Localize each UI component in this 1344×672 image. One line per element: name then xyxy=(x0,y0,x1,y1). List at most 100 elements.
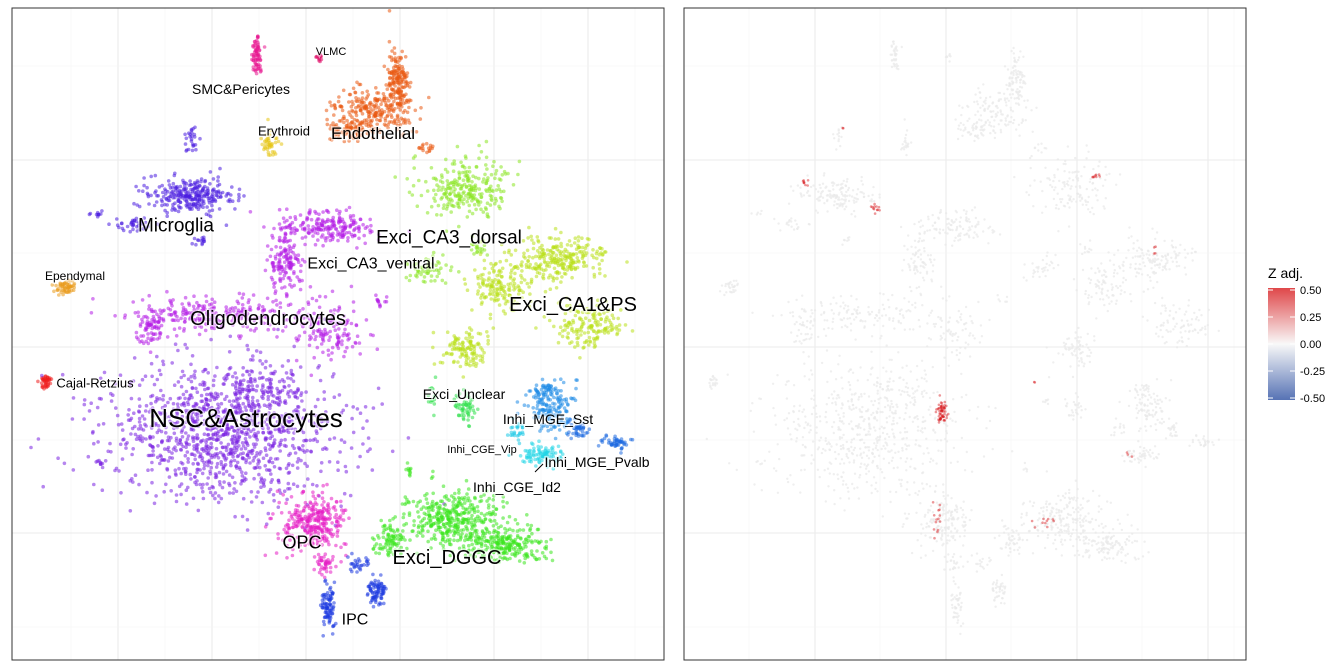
cell-point xyxy=(357,341,362,345)
cell-point xyxy=(445,179,450,183)
cell-point xyxy=(291,437,295,441)
cell-point xyxy=(268,364,273,368)
cell-point xyxy=(238,391,243,396)
cell-point xyxy=(277,500,282,505)
cell-point xyxy=(195,193,199,197)
cell-point xyxy=(227,481,231,486)
cell-point xyxy=(206,433,210,437)
cell-point xyxy=(348,113,352,117)
cell-point xyxy=(204,443,209,448)
cell-point xyxy=(422,275,427,279)
cell-point xyxy=(272,226,276,231)
cell-point xyxy=(474,364,478,369)
cell-point xyxy=(493,172,498,176)
cell-point xyxy=(141,334,146,338)
cell-point xyxy=(344,403,349,408)
cell-point xyxy=(272,327,276,332)
cell-point xyxy=(217,494,221,498)
cell-point xyxy=(357,229,361,234)
cell-point xyxy=(516,172,520,177)
cell-point xyxy=(248,318,253,322)
cell-point xyxy=(368,217,373,222)
cell-point xyxy=(264,313,268,318)
cell-point xyxy=(247,373,252,377)
cell-point xyxy=(358,411,363,416)
cell-point xyxy=(376,91,381,95)
cell-point xyxy=(215,434,220,438)
cell-point xyxy=(449,210,454,214)
cell-point xyxy=(161,359,165,364)
cell-point xyxy=(319,461,324,465)
cell-point xyxy=(570,261,575,265)
cell-point xyxy=(290,372,295,377)
cell-point xyxy=(235,299,240,304)
cell-point xyxy=(546,428,550,433)
cell-point xyxy=(300,257,305,262)
cell-point xyxy=(194,147,198,152)
cell-point xyxy=(254,349,259,353)
cell-point xyxy=(562,250,566,254)
cell-point xyxy=(347,230,352,235)
cell-point xyxy=(252,456,256,460)
cell-point xyxy=(183,453,188,458)
cell-point xyxy=(266,316,270,321)
cell-point xyxy=(189,374,193,379)
cell-point xyxy=(247,307,252,312)
cell-point xyxy=(504,299,509,303)
cell-point xyxy=(338,514,343,518)
cell-point xyxy=(382,109,387,114)
cell-point xyxy=(457,198,461,202)
cell-point xyxy=(431,345,435,350)
cell-point xyxy=(457,191,461,196)
cell-point xyxy=(346,236,350,240)
cell-point xyxy=(472,202,477,207)
cell-point xyxy=(500,266,505,271)
cell-point xyxy=(202,304,207,308)
cell-point xyxy=(399,116,404,121)
cell-point xyxy=(325,219,330,224)
cell-point xyxy=(560,329,565,333)
cell-point xyxy=(300,236,305,240)
cell-point xyxy=(166,400,170,405)
cell-point xyxy=(172,383,177,388)
cell-point xyxy=(296,337,301,342)
cell-point xyxy=(288,265,293,270)
cell-point xyxy=(180,435,185,439)
cell-point xyxy=(310,482,315,487)
cell-point xyxy=(348,133,352,138)
cell-point xyxy=(351,102,355,106)
cell-point xyxy=(467,209,472,214)
cell-point xyxy=(575,336,579,341)
cell-point xyxy=(146,468,150,473)
cell-point xyxy=(129,396,134,401)
cell-point xyxy=(235,460,240,465)
cell-point xyxy=(363,405,368,409)
cell-point xyxy=(506,282,511,287)
cell-point xyxy=(606,331,611,335)
cell-point xyxy=(201,369,205,374)
cell-point xyxy=(387,9,392,13)
cell-point xyxy=(204,397,209,402)
cell-point xyxy=(145,319,150,324)
cell-point xyxy=(100,461,105,466)
cell-point xyxy=(162,447,167,451)
cell-point xyxy=(281,493,286,497)
cell-point xyxy=(619,446,624,451)
cell-point xyxy=(465,288,470,293)
cell-point xyxy=(269,472,273,476)
cell-point xyxy=(161,190,165,195)
cell-point xyxy=(502,284,507,289)
cell-point xyxy=(69,285,73,289)
cell-point xyxy=(569,243,573,248)
cell-point xyxy=(153,320,158,324)
cell-point xyxy=(161,393,166,398)
cell-point xyxy=(282,220,287,224)
cell-point xyxy=(457,182,461,187)
cell-point xyxy=(147,304,152,308)
cell-point xyxy=(61,292,65,297)
cell-point xyxy=(564,258,568,263)
cell-point xyxy=(539,426,544,431)
cell-point xyxy=(547,252,551,257)
cell-point xyxy=(298,365,303,369)
cell-point xyxy=(345,320,349,324)
